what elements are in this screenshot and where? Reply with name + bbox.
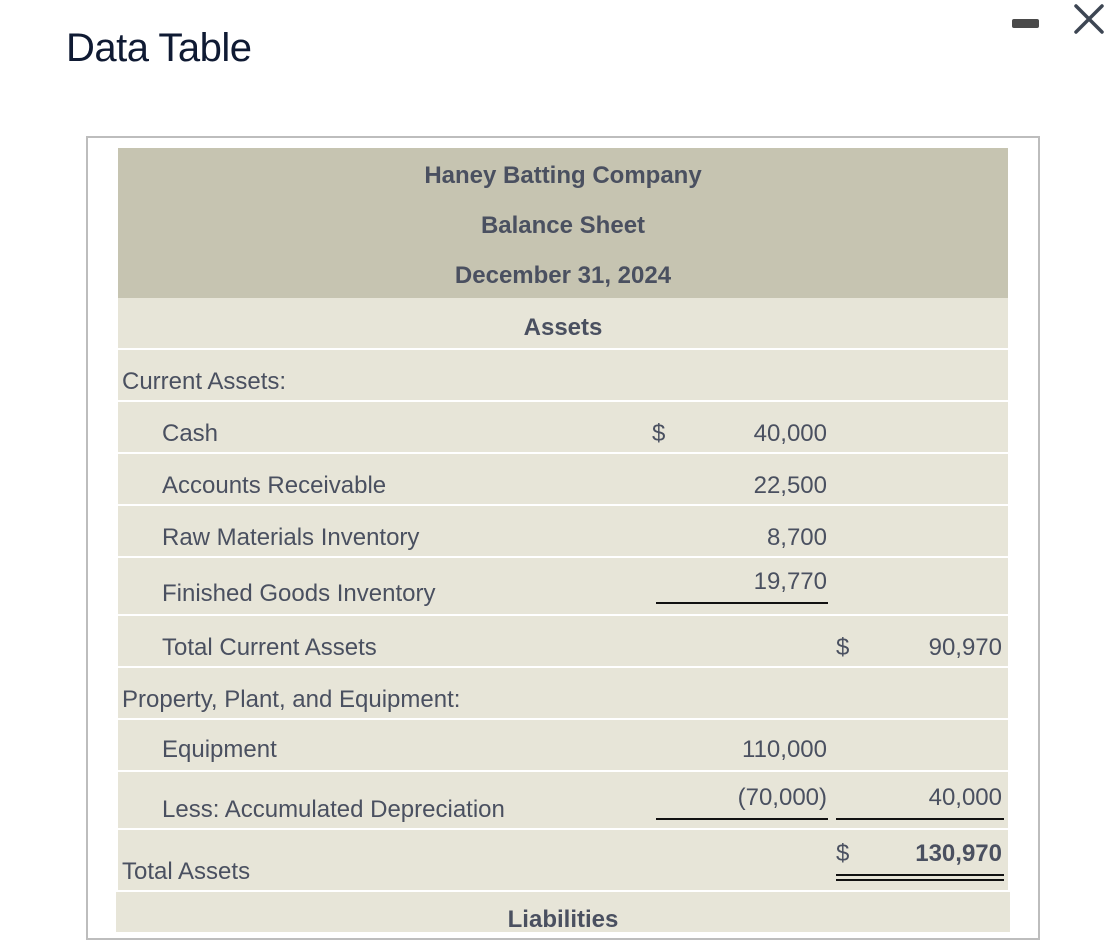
currency-symbol: $ bbox=[652, 420, 666, 447]
report-name: Balance Sheet bbox=[480, 212, 646, 239]
subtotal-underline bbox=[656, 818, 828, 820]
row-amount: 90,970 bbox=[928, 634, 1002, 661]
row-amount: 130,970 bbox=[915, 840, 1002, 867]
currency-symbol: $ bbox=[836, 634, 850, 661]
row-amount: 110,000 bbox=[742, 736, 827, 763]
table-row: Less: Accumulated Depreciation (70,000) … bbox=[118, 772, 1008, 830]
current-assets-header: Current Assets: bbox=[122, 368, 287, 395]
row-amount: 40,000 bbox=[753, 420, 827, 447]
table-row: Equipment 110,000 bbox=[118, 720, 1008, 772]
assets-section-title: Assets bbox=[523, 314, 603, 341]
row-label: Less: Accumulated Depreciation bbox=[162, 796, 505, 823]
dialog-title: Data Table bbox=[66, 26, 252, 70]
row-label: Raw Materials Inventory bbox=[162, 524, 420, 551]
net-amount: 40,000 bbox=[928, 784, 1002, 811]
company-name: Haney Batting Company bbox=[424, 162, 702, 189]
subtotal-underline bbox=[656, 602, 828, 604]
double-underline-bottom bbox=[836, 879, 1004, 881]
row-label: Total Assets bbox=[122, 858, 251, 885]
statement-header: Haney Batting Company Balance Sheet Dece… bbox=[118, 148, 1008, 298]
row-amount: (70,000) bbox=[737, 784, 827, 811]
table-row: Finished Goods Inventory 19,770 bbox=[118, 558, 1008, 616]
row-amount: 19,770 bbox=[753, 568, 827, 595]
balance-sheet-table: Haney Batting Company Balance Sheet Dece… bbox=[118, 148, 1008, 892]
total-current-assets-row: Total Current Assets $ 90,970 bbox=[118, 616, 1008, 668]
row-label: Accounts Receivable bbox=[162, 472, 387, 499]
close-button[interactable] bbox=[1072, 2, 1106, 36]
minimize-icon bbox=[1012, 19, 1039, 28]
row-amount: 8,700 bbox=[766, 524, 827, 551]
total-assets-row: Total Assets $ 130,970 bbox=[118, 830, 1008, 892]
row-amount: 22,500 bbox=[753, 472, 827, 499]
table-row: Raw Materials Inventory 8,700 bbox=[118, 506, 1008, 558]
table-row: Accounts Receivable 22,500 bbox=[118, 454, 1008, 506]
row-label: Finished Goods Inventory bbox=[162, 580, 436, 607]
row-label: Cash bbox=[162, 420, 219, 447]
currency-symbol: $ bbox=[836, 840, 850, 867]
table-row: Cash $ 40,000 bbox=[118, 402, 1008, 454]
subtotal-underline bbox=[836, 818, 1004, 820]
row-label: Equipment bbox=[162, 736, 277, 763]
liabilities-section-title: Liabilities bbox=[507, 906, 619, 933]
current-assets-header-row: Current Assets: bbox=[118, 350, 1008, 402]
ppe-header: Property, Plant, and Equipment: bbox=[122, 686, 461, 713]
row-label: Total Current Assets bbox=[162, 634, 377, 661]
minimize-button[interactable] bbox=[1012, 15, 1040, 29]
report-date: December 31, 2024 bbox=[454, 262, 672, 289]
assets-section-row: Assets bbox=[118, 298, 1008, 350]
double-underline-top bbox=[836, 874, 1004, 876]
ppe-header-row: Property, Plant, and Equipment: bbox=[118, 668, 1008, 720]
liabilities-section-row: Liabilities bbox=[116, 892, 1010, 933]
close-icon bbox=[1074, 4, 1104, 34]
